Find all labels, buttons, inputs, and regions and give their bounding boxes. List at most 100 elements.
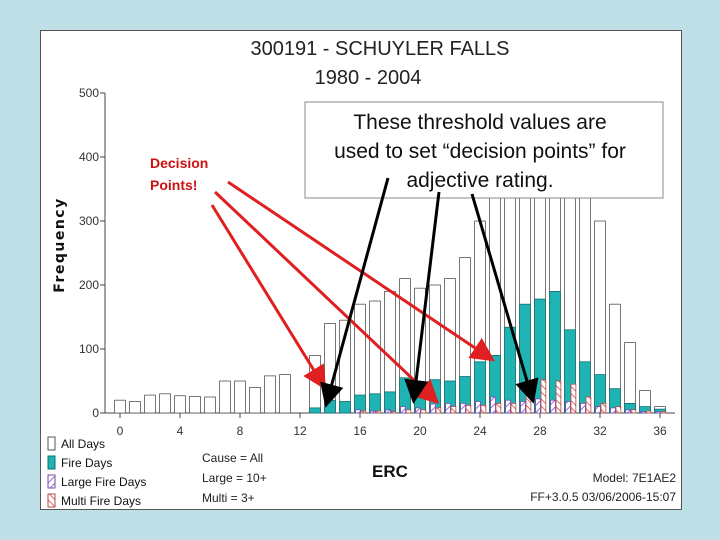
bar-large-fire-days xyxy=(610,407,616,414)
bar-multi-fire-days xyxy=(465,404,472,414)
bar-all-days xyxy=(249,386,261,414)
bar-fire-days xyxy=(324,399,336,414)
y-tick-label: 200 xyxy=(79,278,99,292)
legend-label: Fire Days xyxy=(61,456,112,470)
bar-large-fire-days xyxy=(520,401,526,414)
red-arrow-1 xyxy=(227,180,495,362)
bar-large-fire-days xyxy=(475,401,481,414)
x-tick-label: 20 xyxy=(413,424,427,438)
bar-all-days xyxy=(114,399,126,414)
x-axis-label: ERC xyxy=(372,462,408,481)
legend-swatch xyxy=(47,493,56,508)
bar-multi-fire-days xyxy=(630,409,637,414)
bar-all-days xyxy=(159,393,171,414)
y-tick-label: 400 xyxy=(79,150,99,164)
decision-arrows xyxy=(210,180,495,405)
bar-multi-fire-days xyxy=(570,383,577,414)
filter-cause: Cause = All xyxy=(202,451,263,465)
bar-large-fire-days xyxy=(385,409,391,414)
bar-large-fire-days xyxy=(460,402,466,414)
bar-large-fire-days xyxy=(595,406,601,414)
bar-multi-fire-days xyxy=(480,404,487,414)
decision-label-line1: Decision xyxy=(150,155,208,171)
legend: All Days Fire Days Large Fire Days Multi Fi… xyxy=(47,436,146,508)
bar-large-fire-days xyxy=(445,402,451,414)
bar-fire-days xyxy=(369,393,381,414)
bar-multi-fire-days xyxy=(510,402,517,414)
x-tick-label: 12 xyxy=(293,424,307,438)
y-tick-label: 500 xyxy=(79,86,99,100)
bar-large-fire-days xyxy=(505,399,511,414)
bar-all-days xyxy=(279,374,291,414)
bar-large-fire-days xyxy=(430,403,436,414)
bar-large-fire-days xyxy=(415,407,421,414)
bar-multi-fire-days xyxy=(450,406,457,414)
red-arrow-3 xyxy=(210,204,327,391)
x-tick-label: 8 xyxy=(237,424,244,438)
legend-label: All Days xyxy=(61,437,105,451)
bar-all-days xyxy=(144,394,156,414)
bars xyxy=(114,105,667,414)
chart-title-line1: 300191 - SCHUYLER FALLS xyxy=(250,38,509,60)
y-tick-label: 100 xyxy=(79,342,99,356)
bar-multi-fire-days xyxy=(390,411,397,414)
callout-box xyxy=(304,101,664,199)
bar-large-fire-days xyxy=(370,410,376,414)
bar-large-fire-days xyxy=(550,399,556,414)
bar-multi-fire-days xyxy=(540,379,547,414)
bar-fire-days xyxy=(339,401,351,414)
red-arrow-2 xyxy=(213,190,440,405)
bar-large-fire-days xyxy=(355,409,361,414)
tick-labels: 0 100 200 300 400 500 0 4 8 12 16 20 24 28 32 36 xyxy=(79,86,667,438)
filter-large: Large = 10+ xyxy=(202,471,267,485)
legend-swatch xyxy=(47,436,56,451)
y-tick-label: 300 xyxy=(79,214,99,228)
legend-swatch xyxy=(47,455,56,470)
legend-label: Multi Fire Days xyxy=(61,494,141,508)
bar-multi-fire-days xyxy=(360,410,367,414)
black-arrow-2 xyxy=(404,191,441,404)
footer-version: FF+3.0.5 03/06/2006-15:07 xyxy=(530,490,676,504)
callout-line1: These threshold values are xyxy=(353,111,606,134)
bar-multi-fire-days xyxy=(435,407,442,414)
bar-all-days xyxy=(219,380,231,414)
black-arrow-1 xyxy=(320,177,390,408)
callout-line2: used to set “decision points” for xyxy=(334,140,626,163)
bar-multi-fire-days xyxy=(420,409,427,414)
x-tick-label: 24 xyxy=(473,424,487,438)
bar-multi-fire-days xyxy=(375,410,382,414)
legend-label: Large Fire Days xyxy=(61,475,146,489)
x-tick-label: 32 xyxy=(593,424,607,438)
bar-multi-fire-days xyxy=(615,406,622,414)
bar-multi-fire-days xyxy=(405,409,412,414)
bar-all-days xyxy=(234,380,246,414)
decision-label-line2: Points! xyxy=(150,177,197,193)
x-tick-label: 36 xyxy=(653,424,667,438)
bar-multi-fire-days xyxy=(660,411,667,414)
bar-large-fire-days xyxy=(535,398,541,414)
bar-all-days xyxy=(174,395,186,414)
bar-all-days xyxy=(204,396,216,414)
footer-model: Model: 7E1AE2 xyxy=(593,471,677,485)
bar-all-days xyxy=(624,342,636,414)
chart-title-line2: 1980 - 2004 xyxy=(315,67,422,89)
x-tick-label: 4 xyxy=(177,424,184,438)
bar-multi-fire-days xyxy=(645,410,652,414)
y-axis-label: Frequency xyxy=(52,197,68,292)
bar-large-fire-days xyxy=(400,406,406,414)
callout-line3: adjective rating. xyxy=(406,169,553,192)
bar-fire-days xyxy=(309,407,321,414)
callout-arrows xyxy=(320,177,539,408)
bar-large-fire-days xyxy=(490,396,496,414)
bar-all-days xyxy=(129,401,141,414)
x-tick-label: 16 xyxy=(353,424,367,438)
bar-large-fire-days xyxy=(640,411,646,414)
bar-all-days xyxy=(264,375,276,414)
bar-multi-fire-days xyxy=(495,402,502,414)
bar-multi-fire-days xyxy=(585,396,592,414)
x-tick-label: 0 xyxy=(117,424,124,438)
bar-large-fire-days xyxy=(625,409,631,414)
bar-multi-fire-days xyxy=(555,380,562,414)
legend-swatch xyxy=(47,474,56,489)
bar-multi-fire-days xyxy=(600,402,607,414)
